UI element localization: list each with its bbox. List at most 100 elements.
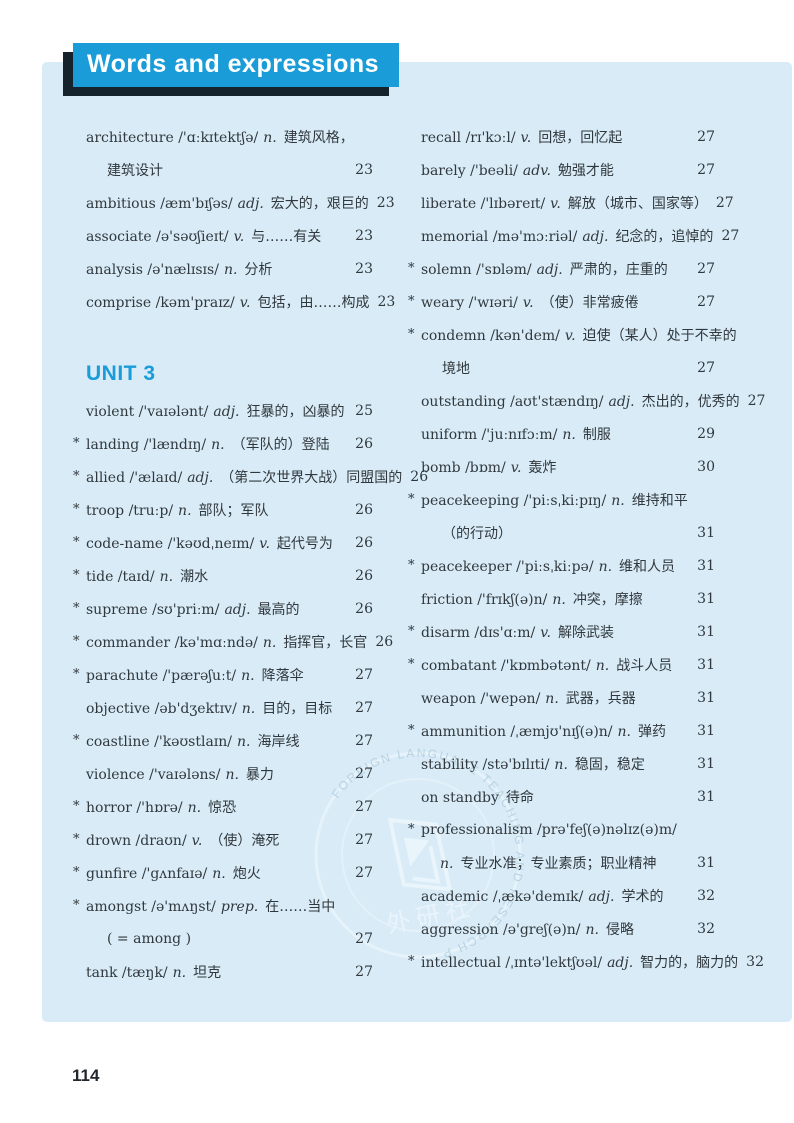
content-panel (42, 62, 792, 1022)
entry-page-number: 26 (355, 501, 373, 518)
entry-page-number: 32 (697, 887, 715, 904)
vocab-entry: associate /ə'səʊʃieɪt/ v. 与……有关 23 (73, 219, 373, 252)
entry-pos: n. (595, 657, 610, 674)
entry-headword: solemn /'sɒləm/ (421, 261, 532, 278)
entry-definition: 包括，由……构成 (257, 294, 370, 311)
entry-pos: adj. (607, 954, 634, 971)
entry-headword: stability /stə'bɪlɪti/ (421, 756, 550, 773)
entry-text: n. 专业水准；专业素质；职业精神 (421, 853, 656, 873)
entry-definition: 起代号为 (276, 535, 333, 552)
entry-text: recall /rɪ'kɔːl/ v. 回想，回忆起 (421, 127, 622, 147)
entry-definition: 轰炸 (528, 459, 557, 476)
entry-definition: 狂暴的，凶暴的 (246, 403, 345, 420)
entry-text: commander /kə'mɑːndə/ n. 指挥官，长官 (86, 632, 367, 652)
entry-text: landing /'lændɪŋ/ n. （军队的）登陆 (86, 434, 330, 454)
vocab-entry: objective /əb'dʒektɪv/ n. 目的，目标 27 (73, 691, 373, 724)
entry-headword: code-name /'kəʊdˌneɪm/ (86, 535, 255, 552)
entry-text: bomb /bɒm/ v. 轰炸 (421, 457, 556, 477)
entry-definition: 部队；军队 (198, 502, 269, 519)
entry-headword: objective /əb'dʒektɪv/ (86, 700, 237, 717)
entry-text: horror /'hɒrə/ n. 惊恐 (86, 797, 236, 817)
entry-definition: 解除武装 (557, 624, 614, 641)
entry-headword: violence /'vaɪələns/ (86, 766, 221, 783)
entry-headword: associate /ə'səʊʃieɪt/ (86, 228, 229, 245)
page-number: 114 (72, 1066, 100, 1085)
entry-definition: 惊恐 (208, 799, 237, 816)
entry-page-number: 32 (746, 953, 764, 970)
entry-definition: 待命 (505, 789, 534, 806)
entry-pos: adj. (224, 601, 251, 618)
entry-text: violence /'vaɪələns/ n. 暴力 (86, 764, 274, 784)
entry-definition: 解放（城市、国家等） (567, 195, 708, 212)
entry-text: 境地 (421, 358, 470, 378)
entry-pos: v. (191, 832, 203, 849)
entry-headword: friction /'frɪkʃ(ə)n/ (421, 591, 548, 608)
vocab-entry: * gunfire /'gʌnfaɪə/ n. 炮火 27 (73, 856, 373, 889)
new-word-star-icon: * (73, 798, 80, 814)
vocab-entry: * drown /draʊn/ v. （使）淹死 27 (73, 823, 373, 856)
entry-definition: 迫使（某人）处于不幸的 (582, 327, 737, 344)
entry-pos: n. (617, 723, 631, 740)
entry-pos: adj. (582, 228, 609, 245)
entry-page-number: 27 (355, 666, 373, 683)
entry-text: on standby 待命 (421, 787, 534, 807)
entry-definition: 冲突，摩擦 (572, 591, 643, 608)
entry-headword: tide /taɪd/ (86, 568, 155, 585)
entry-headword: parachute /'pærəʃuːt/ (86, 667, 237, 684)
entry-definition: 指挥官，长官 (283, 634, 368, 651)
entry-page-number: 26 (355, 600, 373, 617)
entry-pos: n. (237, 733, 251, 750)
entry-text: outstanding /aʊt'stændɪŋ/ adj. 杰出的，优秀的 (421, 391, 740, 411)
new-word-star-icon: * (73, 666, 80, 682)
vocab-entry: n. 专业水准；专业素质；职业精神 31 (408, 846, 715, 879)
new-word-star-icon: * (73, 633, 80, 649)
entry-definition: （第二次世界大战）同盟国的 (220, 469, 403, 486)
entry-definition: 降落伞 (261, 667, 304, 684)
vocab-entry: memorial /mə'mɔːriəl/ adj. 纪念的，追悼的 27 (408, 219, 739, 252)
entry-page-number: 31 (697, 755, 715, 772)
entry-headword: peacekeeping /'piːsˌkiːpɪŋ/ (421, 492, 607, 509)
entry-text: liberate /'lɪbəreɪt/ v. 解放（城市、国家等） (421, 193, 708, 213)
entry-pos: n. (211, 436, 225, 453)
entry-headword: weary /'wɪəri/ (421, 294, 518, 311)
entry-page-number: 31 (697, 524, 715, 541)
entry-pos: n. (611, 492, 625, 509)
vocab-entry: 建筑设计 23 (73, 153, 373, 186)
entry-headword: horror /'hɒrə/ (86, 799, 183, 816)
entry-page-number: 27 (697, 161, 715, 178)
entry-text: aggression /ə'greʃ(ə)n/ n. 侵略 (421, 919, 634, 939)
vocab-entry: recall /rɪ'kɔːl/ v. 回想，回忆起 27 (408, 120, 715, 153)
entry-pos: v. (259, 535, 270, 552)
entry-pos: adj. (213, 403, 240, 420)
new-word-star-icon: * (408, 722, 415, 738)
entry-page-number: 27 (697, 359, 715, 376)
vocab-entry: * solemn /'sɒləm/ adj. 严肃的，庄重的 27 (408, 252, 715, 285)
entry-definition: 与……有关 (251, 228, 322, 245)
entry-text: academic /ˌækə'demɪk/ adj. 学术的 (421, 886, 663, 906)
vocab-entry: analysis /ə'nælɪsɪs/ n. 分析 23 (73, 252, 373, 285)
entry-pos: n. (545, 690, 559, 707)
vocab-entry: ( = among ) 27 (73, 922, 373, 955)
entry-definition: 炮火 (232, 865, 261, 882)
entry-text: objective /əb'dʒektɪv/ n. 目的，目标 (86, 698, 332, 718)
entry-text: peacekeeping /'piːsˌkiːpɪŋ/ n. 维持和平 (421, 490, 688, 510)
right-column: recall /rɪ'kɔːl/ v. 回想，回忆起 27 barely /'b… (408, 120, 765, 978)
entry-headword: peacekeeper /'piːsˌkiːpə/ (421, 558, 594, 575)
entry-definition: 严肃的，庄重的 (569, 261, 668, 278)
entry-headword: aggression /ə'greʃ(ə)n/ (421, 921, 581, 938)
new-word-star-icon: * (408, 491, 415, 507)
entry-page-number: 27 (355, 699, 373, 716)
entry-pos: v. (522, 294, 534, 311)
vocab-entry: * weary /'wɪəri/ v. （使）非常疲倦 27 (408, 285, 715, 318)
entry-pos: n. (212, 865, 226, 882)
entry-definition: 回想，回忆起 (538, 129, 623, 146)
entry-definition: 勉强才能 (557, 162, 614, 179)
entry-pos: v. (233, 228, 245, 245)
entry-definition: 侵略 (606, 921, 634, 938)
entry-definition: 最高的 (257, 601, 300, 618)
entry-definition: 学术的 (621, 888, 664, 905)
entry-text: tide /taɪd/ n. 潮水 (86, 566, 208, 586)
entry-text: combatant /'kɒmbətənt/ n. 战斗人员 (421, 655, 672, 675)
unit-heading: UNIT 3 (86, 362, 156, 385)
new-word-star-icon: * (73, 534, 80, 550)
